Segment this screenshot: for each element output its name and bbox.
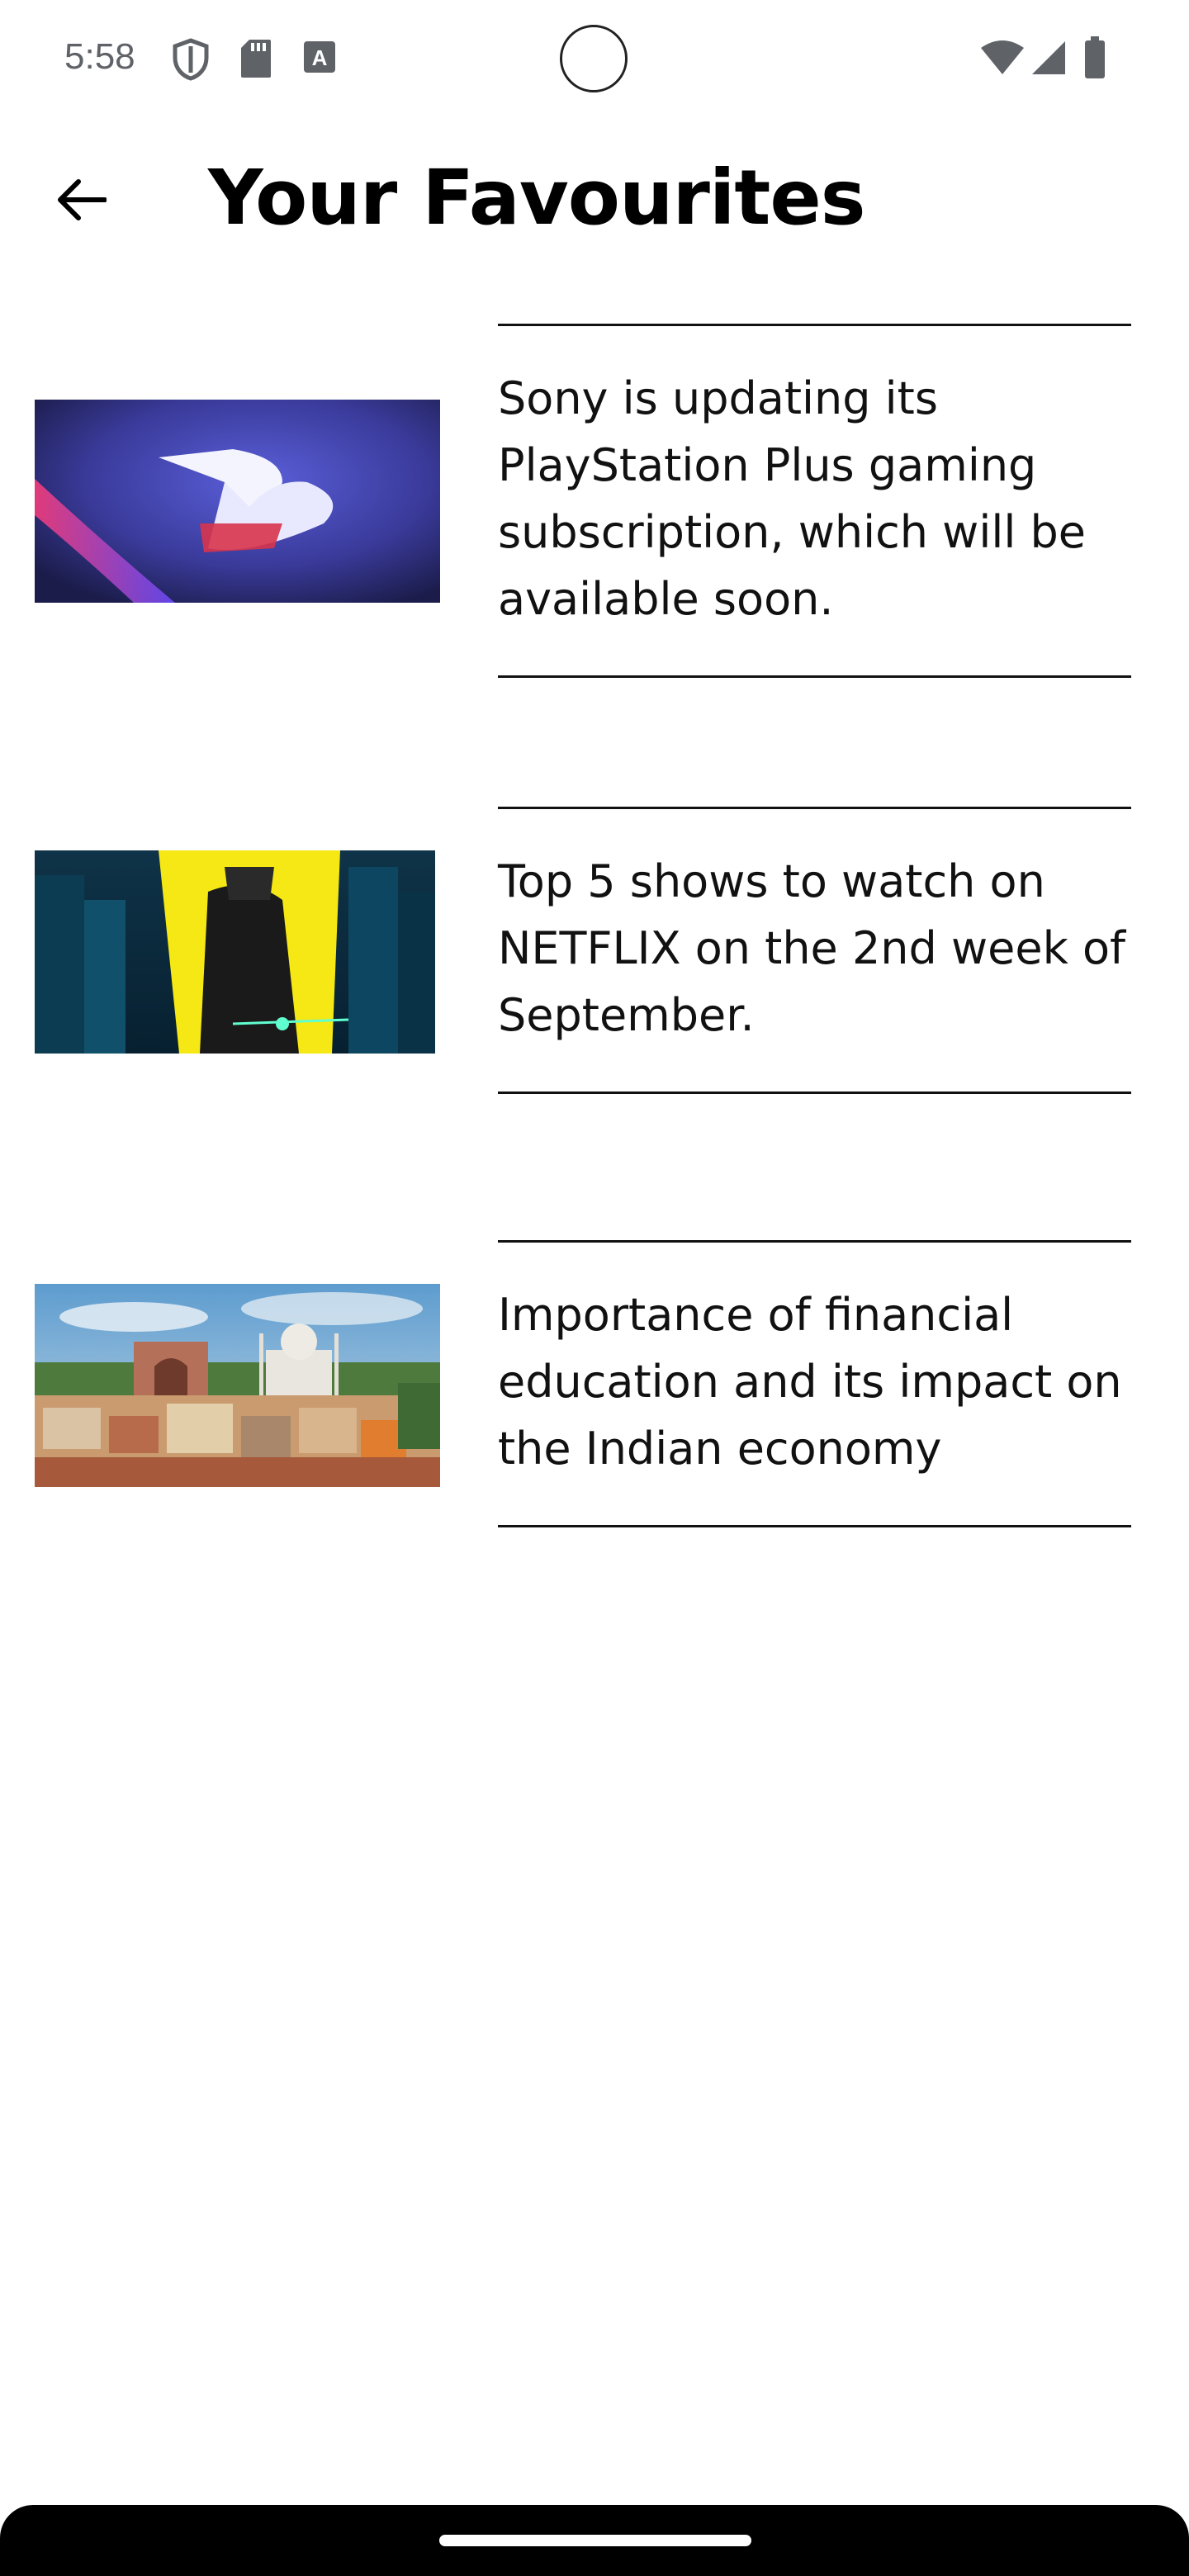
favourite-title: Top 5 shows to watch on NETFLIX on the 2… [498,855,1126,1041]
keyboard-a-icon: A [302,38,337,79]
anime-poster-thumbnail[interactable] [35,850,435,1054]
camera-cutout [560,25,628,92]
favourite-title: Importance of financial education and it… [498,1289,1122,1475]
cell-signal-icon [1030,40,1067,79]
favourite-item[interactable]: Sony is updating its PlayStation Plus ga… [0,322,1189,685]
divider [498,807,1131,809]
divider [498,1091,1131,1094]
divider [498,1525,1131,1527]
divider [498,675,1131,678]
status-time: 5:58 [64,36,135,77]
home-indicator[interactable] [439,2535,751,2546]
svg-text:A: A [312,45,328,70]
divider [498,324,1131,326]
favourite-title: Sony is updating its PlayStation Plus ga… [498,372,1087,625]
arrow-back-icon [58,179,107,220]
divider [498,1240,1131,1243]
favourite-item[interactable]: Top 5 shows to watch on NETFLIX on the 2… [0,805,1189,1102]
status-bar: 5:58 A [0,0,1189,119]
sd-card-icon [239,38,272,83]
battery-icon [1083,36,1106,83]
back-button[interactable] [46,165,116,234]
page-title: Your Favourites [208,154,866,242]
playstation-logo-thumbnail[interactable] [35,400,440,603]
taj-mahal-city-thumbnail[interactable] [35,1284,440,1487]
favourite-item[interactable]: Importance of financial education and it… [0,1238,1189,1536]
shield-icon [172,38,210,84]
wifi-icon [979,40,1026,79]
